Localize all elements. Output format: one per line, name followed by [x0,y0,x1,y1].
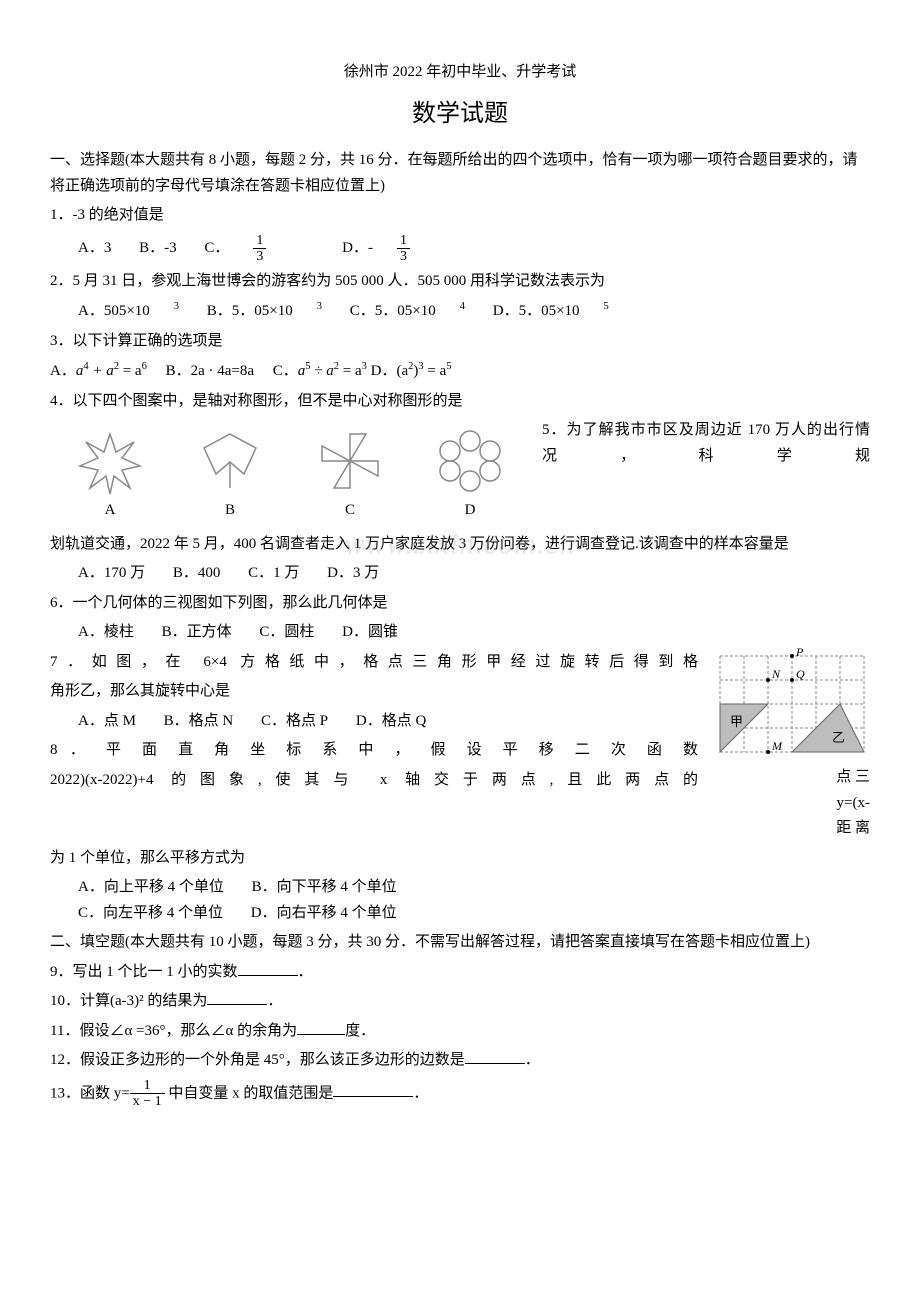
q5-side-text: 5．为了解我市市区及周边近 170 万人的出行情况，科学规 [542,418,870,469]
q5-cont: 划轨道交通，2022 年 5 月，400 名调查者走入 1 万户家庭发放 3 万… [50,532,870,558]
q11: 11．假设∠α =36°，那么∠α 的余角为度． [50,1019,870,1045]
q8-l2b: 距 离 [836,820,870,836]
q7-stem1r: 点 三 [836,769,870,785]
q6-A: A．棱柱 [78,624,134,640]
q1-D: D．-13 [342,240,458,256]
page-title: 数学试题 [50,94,870,135]
q1-stem: 1．-3 的绝对值是 [50,203,870,229]
svg-text:N: N [771,667,781,681]
q5-options: A．170 万 B．400 C．1 万 D．3 万 [50,561,870,587]
q7-stem: 7．如图，在 6×4 方格纸中，格点三角形甲经过旋转后得到格 [50,650,698,676]
q8-options-2: C．向左平移 4 个单位 D．向右平移 4 个单位 [50,901,870,927]
q7-stem2: 角形乙，那么其旋转中心是 [50,679,698,705]
figure-A-star [70,426,150,496]
q7-options: A．点 M B．格点 N C．格点 P D．格点 Q [50,709,698,735]
figure-C-pinwheel [310,426,390,496]
q2-stem: 2．5 月 31 日，参观上海世博会的游客约为 505 000 人．505 00… [50,269,870,295]
q4-stem: 4．以下四个图案中，是轴对称图形，但不是中心对称图形的是 [50,389,870,415]
figure-D-flower [430,426,510,496]
q6-options: A．棱柱 B．正方体 C．圆柱 D．圆锥 [50,620,870,646]
fig-label-A: A [50,498,170,524]
q2-A: A．505×103 [78,303,179,319]
q3-B: B．2a · 4a=8a [166,363,254,379]
q5-D: D．3 万 [327,565,379,581]
q8-D: D．向右平移 4 个单位 [251,905,397,921]
figure-B-quad [190,426,270,496]
q3-C: C．a5 ÷ a2 = a3 [273,363,367,379]
q8-l3: 为 1 个单位，那么平移方式为 [50,846,870,872]
q2-options: A．505×103 B．5．05×103 C．5．05×104 D．5．05×1… [50,298,870,325]
q6-C: C．圆柱 [259,624,314,640]
q6-B: B．正方体 [162,624,232,640]
svg-text:甲: 甲 [730,714,743,729]
q4-figures: A B C [50,426,530,524]
svg-text:Q: Q [796,667,805,681]
q7-B: B．格点 N [164,713,234,729]
q1-A: A．3 [78,240,111,256]
q5-B: B．400 [173,565,221,581]
q6-stem: 6．一个几何体的三视图如下列图，那么此几何体是 [50,591,870,617]
q13: 13．函数 y=1x − 1 中自变量 x 的取值范围是． [50,1078,870,1110]
q3-options: A．a4 + a2 = a6 B．2a · 4a=8a C．a5 ÷ a2 = … [50,358,870,385]
q8-B: B．向下平移 4 个单位 [252,879,397,895]
q3-A: A．a4 + a2 = a6 [50,363,147,379]
header-line1: 徐州市 2022 年初中毕业、升学考试 [50,60,870,86]
svg-text:P: P [795,646,804,659]
q1-options: A．3 B．-3 C．13 D．-13 [50,233,870,265]
q2-B: B．5．05×103 [207,303,322,319]
svg-text:M: M [771,739,783,753]
q8-C: C．向左平移 4 个单位 [78,905,223,921]
q1-B: B．-3 [139,240,177,256]
fig-label-B: B [170,498,290,524]
section-a-instructions: 一、选择题(本大题共有 8 小题，每题 2 分，共 16 分．在每题所给出的四个… [50,148,870,199]
q10: 10．计算(a-3)² 的结果为． [50,989,870,1015]
q5-A: A．170 万 [78,565,145,581]
q9: 9．写出 1 个比一 1 小的实数． [50,960,870,986]
fig-label-D: D [410,498,530,524]
q3-stem: 3．以下计算正确的选项是 [50,329,870,355]
q2-C: C．5．05×104 [350,303,465,319]
q8-options-1: A．向上平移 4 个单位 B．向下平移 4 个单位 [50,875,870,901]
q8-l1: 8 ． 平 面 直 角 坐 标 系 中 ， 假 设 平 移 二 次 函 数 [50,738,698,764]
q7-grid-figure: P N Q M 甲 乙 点 三 y=(x- 距 离 [710,646,870,842]
q12: 12．假设正多边形的一个外角是 45°，那么该正多边形的边数是． [50,1048,870,1074]
svg-text:乙: 乙 [832,730,845,745]
q8-A: A．向上平移 4 个单位 [78,879,224,895]
q6-D: D．圆锥 [342,624,398,640]
section-b-instructions: 二、填空题(本大题共有 10 小题，每题 3 分，共 30 分．不需写出解答过程… [50,930,870,956]
q7-D: D．格点 Q [356,713,426,729]
q8-l2a: 2022)(x-2022)+4 的图象,使其与 x 轴交于两点,且此两点的 [50,768,698,794]
q1-C: C．13 [204,240,314,256]
fig-label-C: C [290,498,410,524]
q7-A: A．点 M [78,713,136,729]
q3-D: D．(a2)3 = a5 [371,363,452,379]
q8-l1b: y=(x- [837,795,870,811]
q7-C: C．格点 P [261,713,328,729]
watermark: 划轨道交通，2022 年 5 月，400 名调查者走入 1 万户家庭发放 3 万… [50,532,870,558]
q5-C: C．1 万 [248,565,299,581]
q2-D: D．5．05×105 [493,303,609,319]
